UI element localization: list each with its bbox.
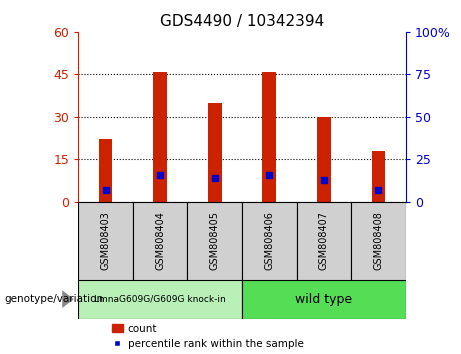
- Bar: [208, 103, 222, 202]
- Text: GSM808404: GSM808404: [155, 211, 165, 270]
- Title: GDS4490 / 10342394: GDS4490 / 10342394: [160, 14, 324, 29]
- Bar: [317, 117, 331, 202]
- Text: LmnaG609G/G609G knock-in: LmnaG609G/G609G knock-in: [95, 295, 226, 304]
- Text: wild type: wild type: [296, 293, 352, 306]
- Bar: [78, 280, 242, 319]
- Text: GSM808408: GSM808408: [373, 211, 384, 270]
- Bar: [154, 72, 167, 202]
- Bar: [296, 202, 351, 280]
- Bar: [78, 202, 133, 280]
- Text: GSM808405: GSM808405: [210, 211, 220, 270]
- Bar: [99, 139, 112, 202]
- Polygon shape: [62, 290, 74, 308]
- Legend: count, percentile rank within the sample: count, percentile rank within the sample: [108, 320, 308, 353]
- Text: genotype/variation: genotype/variation: [5, 294, 104, 304]
- Bar: [242, 280, 406, 319]
- Bar: [133, 202, 188, 280]
- Bar: [262, 72, 276, 202]
- Bar: [242, 202, 296, 280]
- Bar: [351, 202, 406, 280]
- Text: GSM808406: GSM808406: [264, 211, 274, 270]
- Bar: [372, 151, 385, 202]
- Text: GSM808407: GSM808407: [319, 211, 329, 270]
- Bar: [188, 202, 242, 280]
- Text: GSM808403: GSM808403: [100, 211, 111, 270]
